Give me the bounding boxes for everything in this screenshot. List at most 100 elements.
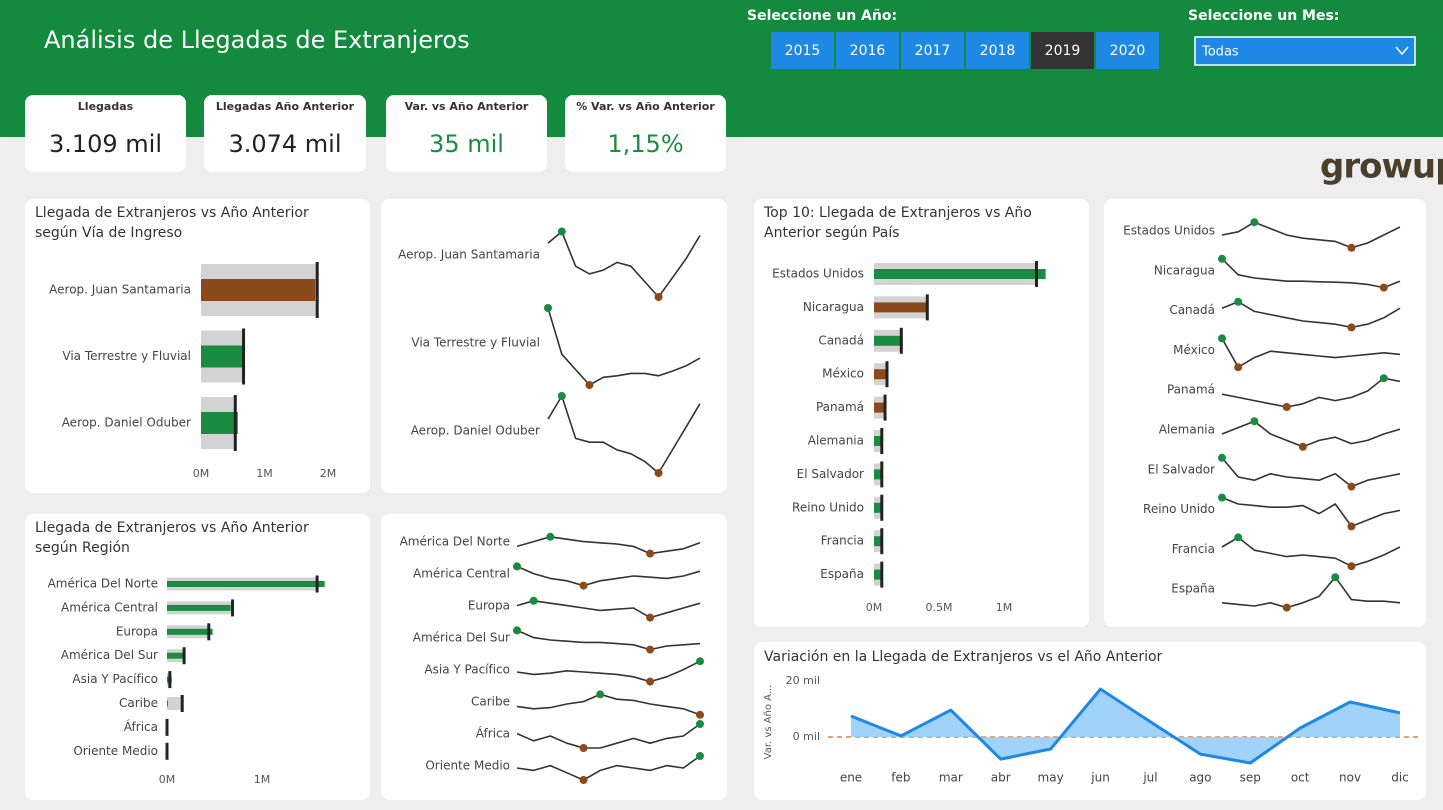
sparkline-label: Caribe bbox=[471, 695, 510, 709]
x-tick-label: 0M bbox=[159, 773, 176, 786]
kpi-label: Var. vs Año Anterior bbox=[405, 100, 529, 113]
year-button-label[interactable]: 2018 bbox=[980, 43, 1016, 59]
value-bar bbox=[874, 402, 885, 413]
logo: growup bbox=[1320, 147, 1443, 187]
sparkline-label: Aerop. Daniel Oduber bbox=[411, 424, 540, 438]
min-dot bbox=[1282, 403, 1291, 411]
sparkline bbox=[1221, 377, 1401, 408]
max-dot bbox=[1218, 453, 1226, 462]
x-tick-label: 0.5M bbox=[926, 601, 953, 614]
category-label: Reino Unido bbox=[792, 500, 864, 514]
sparkline bbox=[547, 230, 701, 298]
min-dot bbox=[1347, 323, 1356, 332]
max-dot bbox=[1250, 218, 1259, 227]
sparkline-label: México bbox=[1173, 343, 1215, 357]
sparkline bbox=[1221, 301, 1401, 329]
min-dot bbox=[579, 581, 588, 590]
year-button[interactable] bbox=[1096, 32, 1159, 69]
year-button[interactable] bbox=[1031, 32, 1094, 69]
x-tick-label: jun bbox=[1090, 771, 1110, 785]
panel bbox=[381, 514, 727, 800]
x-tick-label: 2M bbox=[320, 467, 337, 480]
value-bar bbox=[167, 581, 325, 587]
min-dot bbox=[585, 381, 594, 389]
value-bar bbox=[874, 269, 1046, 279]
year-button-label[interactable]: 2015 bbox=[785, 43, 821, 59]
sparkline bbox=[516, 755, 701, 781]
year-button-label[interactable]: 2020 bbox=[1110, 43, 1146, 59]
x-tick-label: 0M bbox=[193, 467, 210, 480]
y-axis-label: Var. vs Año A... bbox=[763, 685, 774, 760]
category-label: Aerop. Juan Santamaria bbox=[49, 283, 191, 297]
sparkline bbox=[1221, 576, 1401, 609]
year-label: Seleccione un Año: bbox=[747, 8, 897, 24]
category-label: Alemania bbox=[808, 434, 864, 448]
month-dropdown[interactable] bbox=[1194, 36, 1416, 66]
value-bar bbox=[201, 412, 238, 434]
year-button[interactable] bbox=[901, 32, 964, 69]
sparkline-label: América Central bbox=[413, 567, 510, 581]
category-label: España bbox=[820, 567, 864, 581]
max-dot bbox=[544, 304, 552, 312]
year-button-label[interactable]: 2016 bbox=[850, 43, 886, 59]
year-button[interactable] bbox=[836, 32, 899, 69]
max-dot bbox=[557, 227, 566, 236]
x-tick-label: feb bbox=[891, 771, 910, 785]
panel-title: Llegada de Extranjeros vs Año Anterior bbox=[35, 205, 309, 221]
year-button[interactable] bbox=[771, 32, 834, 69]
max-dot bbox=[1379, 374, 1388, 383]
sparkline bbox=[516, 693, 701, 716]
category-label: África bbox=[124, 719, 158, 734]
category-label: América Del Norte bbox=[48, 577, 158, 591]
x-tick-label: dic bbox=[1391, 771, 1409, 785]
panel bbox=[1104, 199, 1426, 627]
max-dot bbox=[513, 562, 521, 571]
sparkline-label: Asia Y Pacífico bbox=[424, 663, 510, 677]
sparkline bbox=[1221, 258, 1401, 289]
dashboard-title: Análisis de Llegadas de Extranjeros bbox=[44, 26, 470, 54]
sparkline-label: Nicaragua bbox=[1154, 263, 1215, 277]
dropdown-chevron[interactable] bbox=[1395, 46, 1409, 56]
value-bar bbox=[167, 628, 213, 635]
sparkline-label: Europa bbox=[468, 599, 510, 613]
value-bar bbox=[874, 369, 886, 380]
panel-title: Llegada de Extranjeros vs Año Anterior bbox=[35, 520, 309, 536]
max-dot bbox=[557, 392, 566, 400]
min-dot bbox=[1379, 283, 1388, 292]
month-label: Seleccione un Mes: bbox=[1188, 8, 1339, 24]
year-button-label[interactable]: 2019 bbox=[1045, 43, 1081, 59]
category-label: Via Terrestre y Fluvial bbox=[62, 349, 191, 363]
x-tick-label: 1M bbox=[254, 773, 271, 786]
x-tick-label: 0M bbox=[866, 601, 883, 614]
min-dot bbox=[1298, 442, 1307, 451]
max-dot bbox=[529, 596, 538, 605]
x-tick-label: ago bbox=[1189, 771, 1211, 785]
value-bar bbox=[201, 345, 245, 368]
value-bar bbox=[167, 604, 231, 611]
year-button[interactable] bbox=[966, 32, 1029, 69]
panel-title: Anterior según País bbox=[764, 225, 900, 241]
panel-title: Top 10: Llegada de Extranjeros vs Año bbox=[763, 205, 1032, 221]
sparkline bbox=[516, 600, 701, 619]
max-dot bbox=[546, 532, 555, 541]
sparkline-label: Oriente Medio bbox=[425, 759, 510, 773]
min-dot bbox=[696, 710, 704, 719]
category-label: Oriente Medio bbox=[73, 744, 158, 758]
category-label: Caribe bbox=[119, 696, 158, 710]
sparkline bbox=[547, 307, 701, 386]
category-label: América Del Sur bbox=[61, 648, 158, 662]
area bbox=[851, 689, 1400, 763]
month-value[interactable]: Todas bbox=[1201, 45, 1239, 60]
max-dot bbox=[696, 657, 704, 666]
sparkline bbox=[1221, 457, 1401, 488]
kpi-value: 1,15% bbox=[607, 130, 683, 158]
sparkline-label: Francia bbox=[1172, 542, 1215, 556]
min-dot bbox=[646, 677, 655, 686]
value-bar bbox=[167, 652, 186, 659]
max-dot bbox=[1250, 417, 1259, 426]
value-bar bbox=[201, 279, 316, 301]
min-dot bbox=[579, 744, 588, 752]
panel-title: según Región bbox=[35, 540, 130, 556]
year-button-label[interactable]: 2017 bbox=[915, 43, 951, 59]
